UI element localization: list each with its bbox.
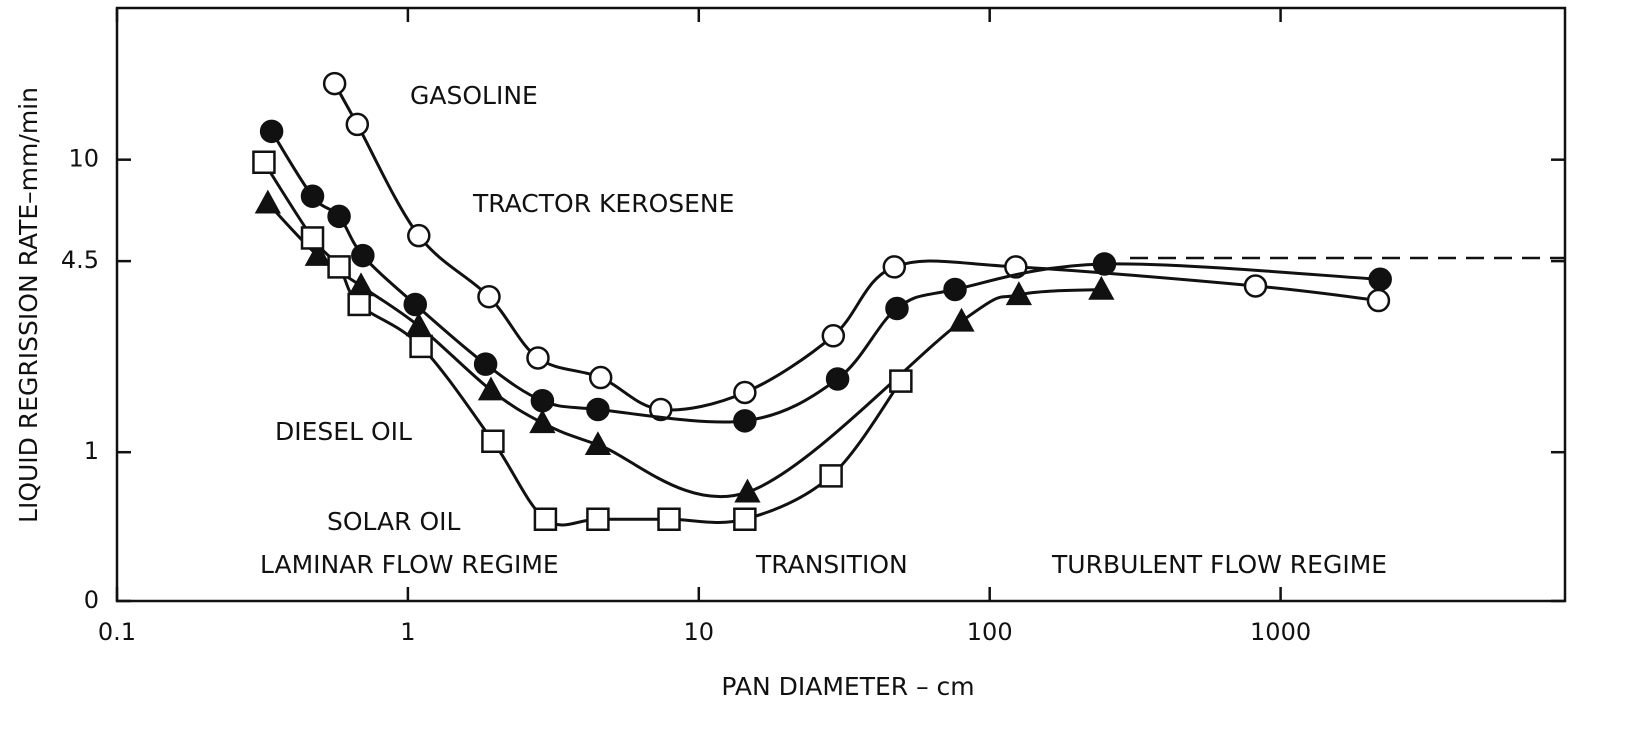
point (347, 272, 375, 297)
point (588, 365, 613, 390)
point (327, 204, 351, 229)
point (584, 431, 612, 456)
x-tick-label: 1 (400, 618, 415, 646)
point (825, 367, 850, 391)
point (948, 307, 975, 332)
point (943, 277, 967, 302)
point (347, 292, 371, 317)
point (1366, 288, 1391, 313)
series-line (270, 130, 1381, 424)
point (300, 226, 325, 250)
x-tick-label: 0.1 (98, 618, 136, 646)
point (254, 189, 281, 214)
point (733, 409, 757, 433)
point (649, 397, 673, 422)
y-tick-label: 10 (68, 145, 99, 173)
point (586, 507, 610, 531)
point (734, 478, 761, 503)
y-tick-label: 4.5 (61, 246, 99, 274)
point (345, 112, 370, 137)
point (885, 296, 909, 321)
point (530, 388, 555, 413)
point (405, 312, 432, 337)
point (259, 119, 284, 144)
point (477, 284, 501, 309)
point (1368, 267, 1392, 292)
series-label: SOLAR OIL (327, 507, 461, 536)
point (586, 397, 610, 422)
point (477, 376, 505, 401)
point (526, 346, 550, 370)
point (322, 71, 347, 96)
point (889, 369, 913, 393)
point (533, 507, 558, 531)
point (1243, 274, 1268, 298)
y-tick-label: 1 (84, 437, 99, 465)
point (403, 292, 428, 317)
point (529, 409, 556, 434)
x-tick-label: 10 (684, 618, 715, 646)
series-label: GASOLINE (410, 81, 538, 110)
x-axis-title: PAN DIAMETER – cm (721, 672, 974, 701)
point (473, 352, 498, 376)
plot-frame (115, 6, 1567, 603)
x-tick-label: 1000 (1250, 618, 1311, 646)
y-axis-title: LIQUID REGRISSION RATE–mm/min (14, 87, 43, 523)
point (657, 507, 681, 531)
annotation: LAMINAR FLOW REGIME (260, 550, 559, 579)
point (409, 334, 433, 359)
point (733, 380, 757, 405)
point (1092, 252, 1117, 276)
x-tick-label: 100 (967, 618, 1013, 646)
annotation: TRANSITION (755, 550, 908, 579)
point (300, 184, 325, 208)
series-label: DIESEL OIL (275, 417, 412, 446)
point (252, 150, 276, 174)
point (819, 464, 843, 488)
series-label: TRACTOR KEROSENE (472, 189, 734, 218)
point (304, 242, 331, 266)
point (1005, 281, 1032, 306)
point (327, 255, 351, 279)
series-line (266, 202, 1102, 499)
point (882, 255, 907, 279)
point (351, 243, 375, 268)
annotation: TURBULENT FLOW REGIME (1051, 550, 1387, 579)
y-tick-label: 0 (84, 586, 99, 614)
point (733, 507, 757, 531)
point (481, 429, 505, 454)
point (407, 223, 431, 248)
point (1088, 275, 1115, 300)
point (821, 324, 846, 348)
